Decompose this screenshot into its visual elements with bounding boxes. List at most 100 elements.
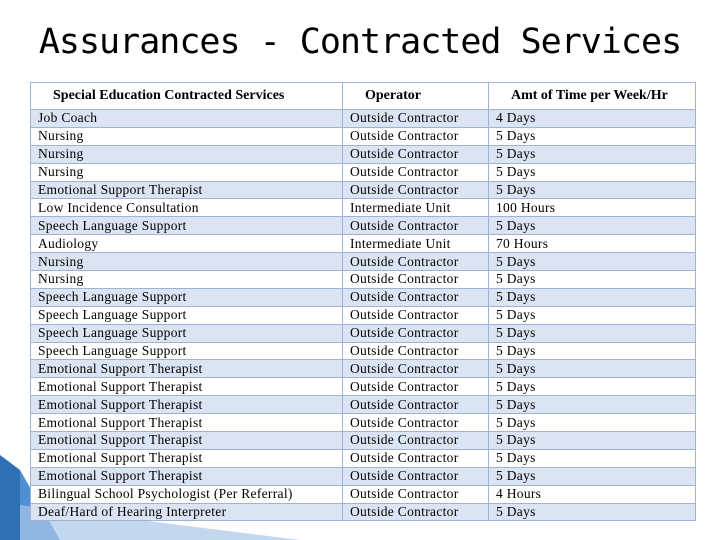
table-cell: 4 Days — [488, 109, 696, 128]
table-row: Low Incidence Consultation Intermediate U… — [30, 198, 696, 218]
table-cell: Outside Contractor — [342, 252, 489, 272]
table-cell: 5 Days — [488, 502, 696, 522]
table-cell: 5 Days — [488, 413, 696, 433]
table-cell: Deaf/Hard of Hearing Interpreter — [30, 502, 343, 522]
table-row: Speech Language Support Outside Contracto… — [30, 323, 696, 343]
table-cell: Speech Language Support — [30, 305, 343, 325]
table-cell: 5 Days — [488, 431, 696, 450]
table-cell: Emotional Support Therapist — [30, 466, 343, 486]
table-row: Nursing Outside Contractor 5 Days — [30, 270, 696, 289]
table-cell: 5 Days — [488, 305, 696, 325]
table-cell: Emotional Support Therapist — [30, 413, 343, 433]
table-cell: Nursing — [30, 144, 343, 164]
table-body: Job Coach Outside Contractor 4 Days Nursing… — [30, 109, 696, 522]
table-row: Nursing Outside Contractor 5 Days — [30, 252, 696, 272]
slide-title: Assurances - Contracted Services — [38, 22, 682, 62]
table-row: Emotional Support Therapist Outside Contr… — [30, 180, 696, 200]
table-row: Deaf/Hard of Hearing Interpreter Outside … — [30, 502, 696, 522]
table-cell: Emotional Support Therapist — [30, 180, 343, 200]
table-cell: Outside Contractor — [342, 448, 489, 468]
table-cell: Speech Language Support — [30, 323, 343, 343]
table-cell: Outside Contractor — [342, 144, 489, 164]
table-cell: Intermediate Unit — [342, 198, 489, 218]
table-cell: Nursing — [30, 252, 343, 272]
table-cell: 100 Hours — [488, 198, 696, 218]
table-cell: 5 Days — [488, 162, 696, 182]
table-cell: Outside Contractor — [342, 180, 489, 200]
table-cell: Speech Language Support — [30, 287, 343, 307]
table-row: Emotional Support Therapist Outside Contr… — [30, 431, 696, 450]
table-cell: Speech Language Support — [30, 216, 343, 236]
corner-shape — [0, 455, 20, 540]
table-row: Speech Language Support Outside Contracto… — [30, 305, 696, 325]
table-cell: Outside Contractor — [342, 216, 489, 236]
services-table: Special Education Contracted Services Ope… — [30, 82, 696, 522]
table-cell: 5 Days — [488, 252, 696, 272]
table-cell: 5 Days — [488, 359, 696, 379]
table-cell: Nursing — [30, 270, 343, 289]
table-row: Emotional Support Therapist Outside Contr… — [30, 413, 696, 433]
table-row: Nursing Outside Contractor 5 Days — [30, 162, 696, 182]
table-row: Bilingual School Psychologist (Per Refer… — [30, 484, 696, 504]
table-cell: Nursing — [30, 126, 343, 146]
table-cell: 70 Hours — [488, 234, 696, 254]
table-cell: Low Incidence Consultation — [30, 198, 343, 218]
table-cell: Outside Contractor — [342, 323, 489, 343]
table-row: Nursing Outside Contractor 5 Days — [30, 126, 696, 146]
table-row: Emotional Support Therapist Outside Contr… — [30, 466, 696, 486]
header-cell: Amt of Time per Week/Hr — [488, 82, 696, 110]
table-cell: 5 Days — [488, 216, 696, 236]
header-cell: Special Education Contracted Services — [30, 82, 343, 110]
table-cell: 5 Days — [488, 395, 696, 415]
table-cell: 5 Days — [488, 287, 696, 307]
table-row: Emotional Support Therapist Outside Contr… — [30, 359, 696, 379]
table-cell: Outside Contractor — [342, 502, 489, 522]
table-row: Speech Language Support Outside Contracto… — [30, 216, 696, 236]
table-row: Emotional Support Therapist Outside Contr… — [30, 395, 696, 415]
table-cell: 4 Hours — [488, 484, 696, 504]
table-row: Speech Language Support Outside Contracto… — [30, 287, 696, 307]
table-row: Emotional Support Therapist Outside Contr… — [30, 377, 696, 397]
table-cell: Emotional Support Therapist — [30, 395, 343, 415]
table-cell: 5 Days — [488, 377, 696, 397]
table-cell: Emotional Support Therapist — [30, 431, 343, 450]
table-row: Emotional Support Therapist Outside Contr… — [30, 448, 696, 468]
table-cell: Audiology — [30, 234, 343, 254]
table-cell: Outside Contractor — [342, 466, 489, 486]
table-cell: Outside Contractor — [342, 126, 489, 146]
table-cell: Outside Contractor — [342, 109, 489, 128]
table-cell: Emotional Support Therapist — [30, 448, 343, 468]
table-cell: Emotional Support Therapist — [30, 359, 343, 379]
table-cell: 5 Days — [488, 144, 696, 164]
table-cell: 5 Days — [488, 466, 696, 486]
table-cell: Outside Contractor — [342, 413, 489, 433]
table-cell: Job Coach — [30, 109, 343, 128]
table-cell: Nursing — [30, 162, 343, 182]
table-cell: Emotional Support Therapist — [30, 377, 343, 397]
table-cell: Outside Contractor — [342, 270, 489, 289]
table-cell: Speech Language Support — [30, 341, 343, 361]
table-cell: Outside Contractor — [342, 287, 489, 307]
table-cell: Outside Contractor — [342, 377, 489, 397]
table-cell: 5 Days — [488, 341, 696, 361]
table-cell: 5 Days — [488, 180, 696, 200]
table-cell: 5 Days — [488, 270, 696, 289]
table-cell: 5 Days — [488, 323, 696, 343]
table-cell: Outside Contractor — [342, 359, 489, 379]
table-cell: Intermediate Unit — [342, 234, 489, 254]
table-cell: Outside Contractor — [342, 162, 489, 182]
header-cell: Operator — [342, 82, 489, 110]
table-cell: Outside Contractor — [342, 305, 489, 325]
table-cell: 5 Days — [488, 448, 696, 468]
table-row: Job Coach Outside Contractor 4 Days — [30, 109, 696, 128]
table-row: Nursing Outside Contractor 5 Days — [30, 144, 696, 164]
table-cell: Outside Contractor — [342, 431, 489, 450]
table-row: Speech Language Support Outside Contracto… — [30, 341, 696, 361]
header-row: Special Education Contracted Services Ope… — [30, 82, 696, 110]
table-cell: Bilingual School Psychologist (Per Refer… — [30, 484, 343, 504]
table-cell: Outside Contractor — [342, 395, 489, 415]
table-cell: 5 Days — [488, 126, 696, 146]
table-cell: Outside Contractor — [342, 341, 489, 361]
table-cell: Outside Contractor — [342, 484, 489, 504]
